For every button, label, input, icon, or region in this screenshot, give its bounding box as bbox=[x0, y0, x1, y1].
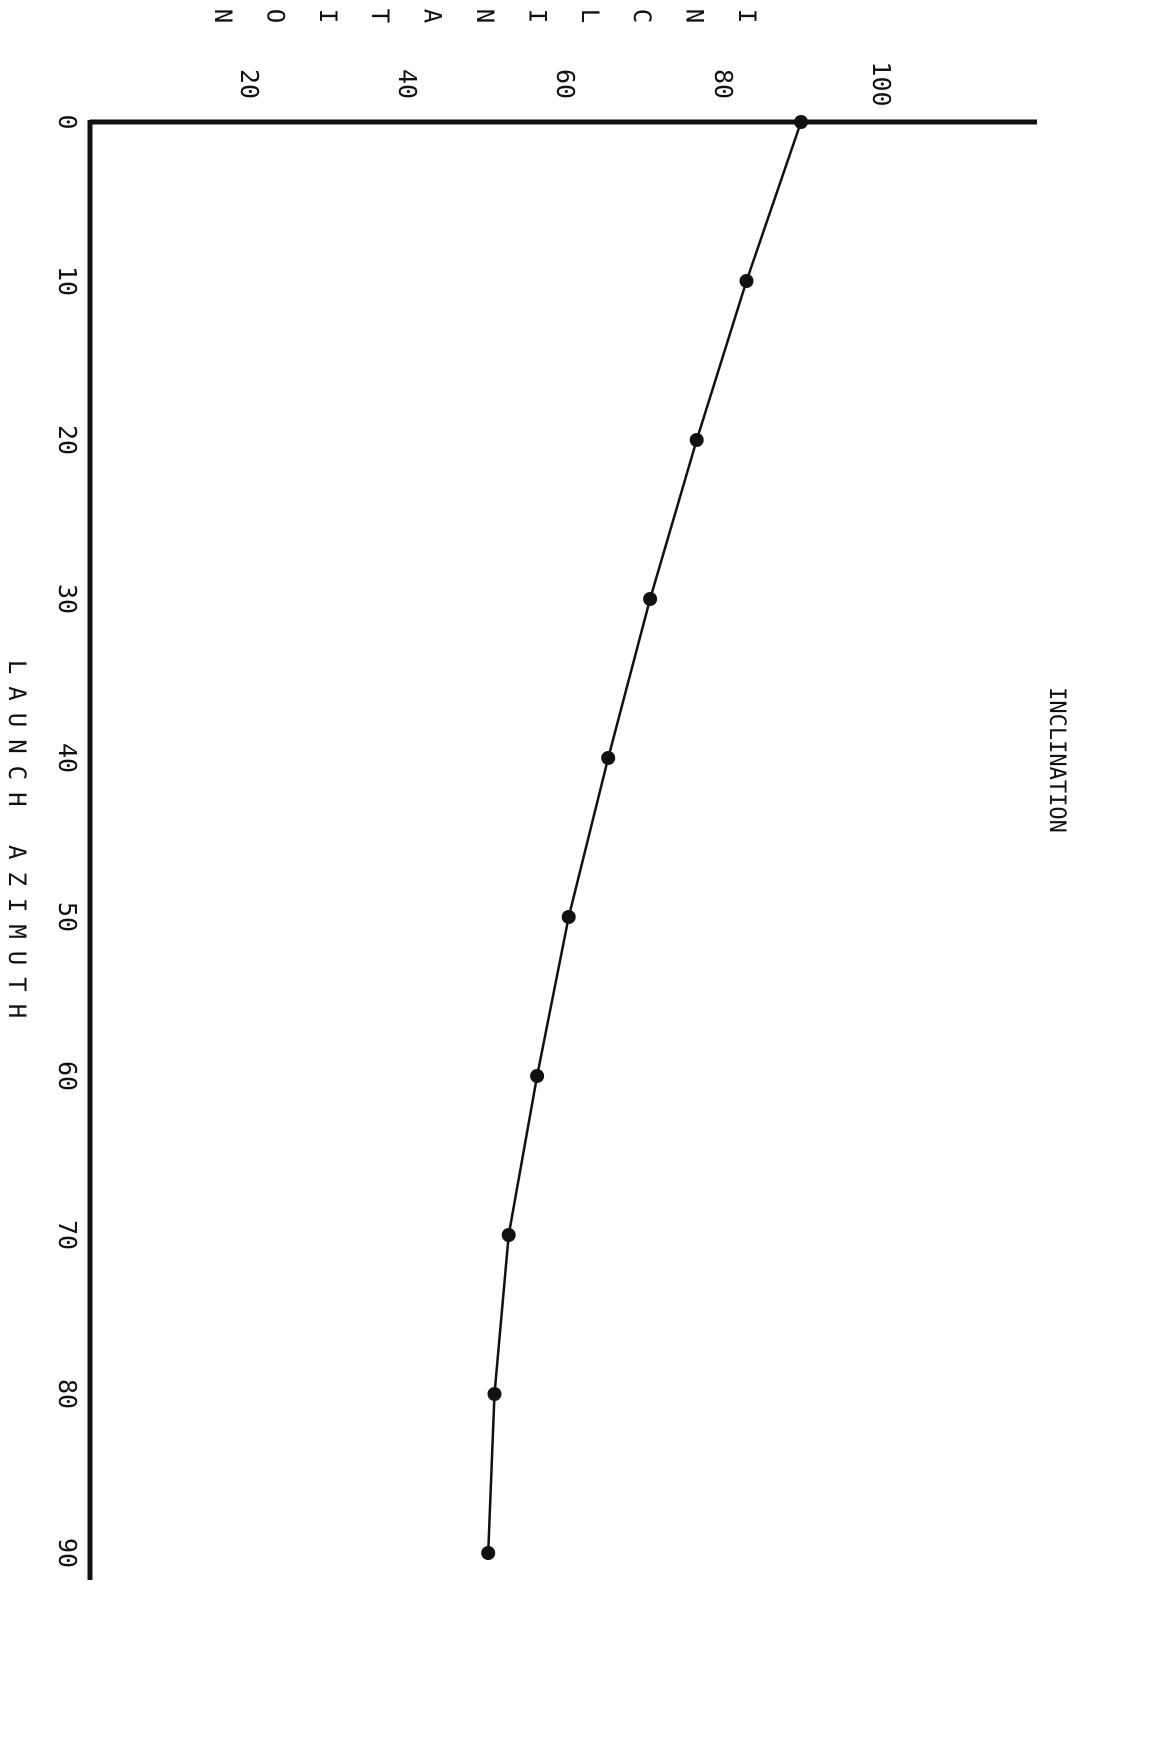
data-point bbox=[501, 1228, 516, 1242]
inclination-title-letter: N bbox=[471, 9, 499, 23]
inclination-title-letter: N bbox=[209, 9, 237, 23]
y-axis-ticks: 20 40 60 80 100 bbox=[235, 61, 896, 106]
inclination-title-letter: L bbox=[576, 9, 604, 23]
azimuth-tick-label: 10 bbox=[53, 266, 82, 296]
data-point bbox=[689, 433, 704, 447]
inclination-tick-label: 100 bbox=[867, 61, 896, 106]
inclination-tick-label: 40 bbox=[393, 69, 422, 99]
inclination-title-letter: N bbox=[681, 9, 709, 23]
azimuth-tick-label: 50 bbox=[53, 902, 82, 932]
y-axis-title: INCLINATION bbox=[209, 9, 761, 24]
inclination-title-letter: I bbox=[314, 9, 342, 23]
inclination-title-letter: C bbox=[628, 9, 656, 23]
inclination-title-letter: I bbox=[733, 9, 761, 23]
azimuth-tick-label: 0 bbox=[53, 114, 82, 129]
azimuth-title: LAUNCH AZIMUTH bbox=[3, 660, 31, 1030]
series-line bbox=[486, 121, 803, 1554]
data-point bbox=[561, 910, 576, 924]
azimuth-tick-label: 30 bbox=[53, 584, 82, 614]
data-point bbox=[530, 1069, 545, 1083]
header-text: INCLINATION bbox=[1044, 687, 1069, 833]
chart-header: INCLINATION bbox=[1044, 687, 1069, 833]
data-point bbox=[643, 592, 658, 606]
azimuth-tick-label: 40 bbox=[53, 743, 82, 773]
data-point bbox=[481, 1546, 496, 1560]
azimuth-tick-label: 20 bbox=[53, 425, 82, 455]
plot-area bbox=[481, 115, 808, 1560]
data-point bbox=[739, 274, 754, 288]
azimuth-tick-label: 60 bbox=[53, 1061, 82, 1091]
inclination-tick-label: 80 bbox=[709, 69, 738, 99]
inclination-tick-label: 20 bbox=[235, 69, 264, 99]
data-point bbox=[487, 1387, 502, 1401]
x-axis-ticks: 0 10 20 30 40 50 60 70 80 90 bbox=[53, 114, 82, 1568]
data-point bbox=[601, 751, 616, 765]
inclination-title-letter: T bbox=[366, 9, 394, 23]
inclination-title-letter: O bbox=[261, 9, 289, 23]
azimuth-tick-label: 70 bbox=[53, 1220, 82, 1250]
x-axis-title: LAUNCH AZIMUTH bbox=[3, 660, 31, 1030]
azimuth-tick-label: 90 bbox=[53, 1538, 82, 1568]
data-point bbox=[794, 115, 808, 129]
inclination-tick-label: 60 bbox=[551, 69, 580, 99]
azimuth-tick-label: 80 bbox=[53, 1379, 82, 1409]
axes bbox=[87, 119, 1037, 1580]
inclination-title-letter: A bbox=[419, 9, 447, 24]
inclination-title-letter: I bbox=[523, 9, 551, 23]
